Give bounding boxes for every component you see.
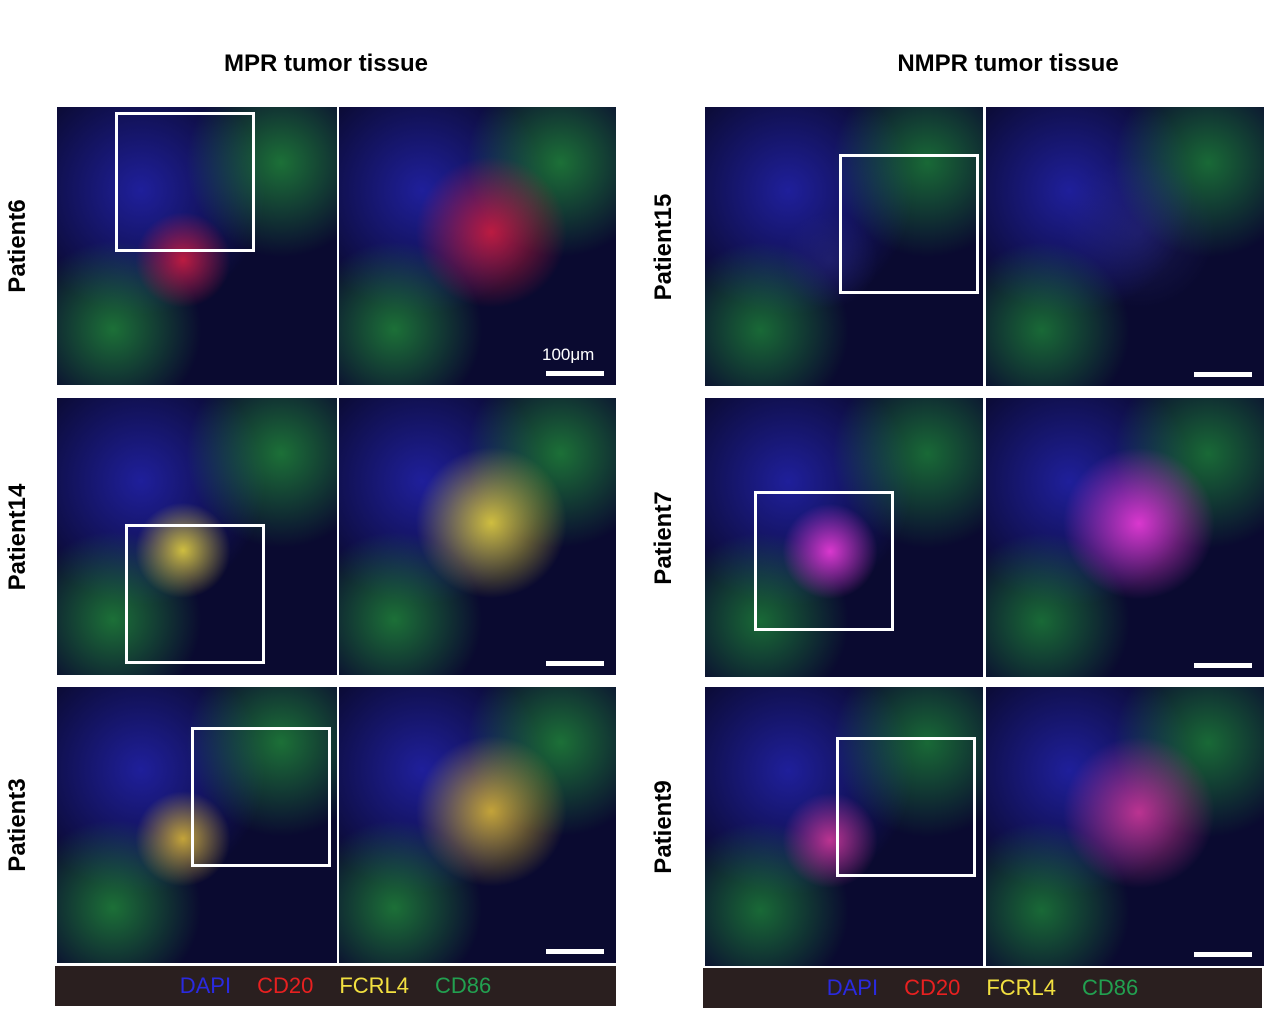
scale-bar bbox=[546, 949, 604, 954]
panel-title: MPR tumor tissue bbox=[223, 50, 429, 77]
micrograph bbox=[705, 107, 983, 386]
micrograph bbox=[57, 687, 337, 963]
micrograph bbox=[986, 398, 1264, 677]
patient-label: Patient7 bbox=[650, 490, 677, 585]
legend-entry: CD20 bbox=[257, 973, 314, 998]
legend-entry: FCRL4 bbox=[339, 973, 410, 998]
patient-label: Patient14 bbox=[4, 483, 31, 590]
patient-label: Patient15 bbox=[650, 193, 677, 300]
inset-box bbox=[754, 491, 894, 631]
micrograph bbox=[339, 398, 616, 675]
legend: DAPI CD20 FCRL4 CD86 bbox=[703, 968, 1262, 1008]
patient-label: Patient3 bbox=[4, 778, 31, 872]
micrograph bbox=[339, 107, 616, 385]
legend-entry: DAPI bbox=[179, 973, 232, 998]
scale-bar bbox=[546, 661, 604, 666]
inset-box bbox=[191, 727, 331, 867]
micrograph bbox=[705, 687, 983, 966]
legend-entry: FCRL4 bbox=[986, 975, 1057, 1000]
legend-entry: CD86 bbox=[435, 973, 492, 998]
scale-bar bbox=[1194, 663, 1252, 668]
legend: DAPI CD20 FCRL4 CD86 bbox=[55, 966, 616, 1006]
micrograph bbox=[57, 107, 337, 385]
scale-bar-label: 100μm bbox=[542, 345, 595, 364]
legend-entry: DAPI bbox=[826, 975, 879, 1000]
legend-entry: CD86 bbox=[1082, 975, 1139, 1000]
micrograph bbox=[57, 398, 337, 675]
patient-label: Patient6 bbox=[4, 199, 31, 293]
scale-bar bbox=[1194, 372, 1252, 377]
scale-bar bbox=[546, 371, 604, 376]
inset-box bbox=[839, 154, 979, 294]
inset-box bbox=[836, 737, 976, 877]
micrograph bbox=[339, 687, 616, 963]
inset-box bbox=[115, 112, 255, 252]
panel-title: NMPR tumor tissue bbox=[897, 50, 1119, 77]
micrograph bbox=[986, 107, 1264, 386]
patient-label: Patient9 bbox=[650, 779, 677, 874]
legend-entry: CD20 bbox=[904, 975, 961, 1000]
inset-box bbox=[125, 524, 265, 664]
micrograph bbox=[986, 687, 1264, 966]
scale-bar bbox=[1194, 952, 1252, 957]
